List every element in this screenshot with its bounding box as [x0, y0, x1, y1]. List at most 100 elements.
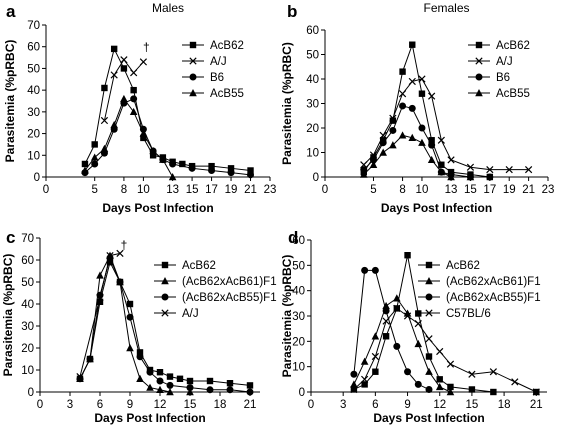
data-point [399, 102, 407, 110]
data-point [382, 307, 390, 315]
data-point [418, 138, 426, 146]
data-point [106, 259, 114, 266]
data-point [425, 385, 433, 393]
x-tick-label: 13 [166, 184, 179, 196]
data-point [186, 388, 194, 396]
data-point [156, 385, 164, 393]
x-tick-label: 17 [483, 184, 496, 196]
data-point [136, 349, 144, 356]
data-point [532, 388, 540, 396]
x-tick-label: 17 [205, 184, 218, 196]
data-point [227, 165, 235, 172]
y-axis-title: Parasitemia (%pRBC) [280, 42, 294, 165]
y-tick-label: 30 [27, 107, 40, 119]
y-tick-label: 10 [27, 150, 40, 162]
x-tick-label: 0 [308, 399, 314, 411]
data-point [110, 120, 118, 129]
data-point [399, 68, 406, 75]
data-point [140, 134, 147, 142]
legend-marker [161, 293, 169, 301]
x-tick-label: 0 [37, 399, 43, 411]
legend-marker [425, 261, 433, 269]
data-point [425, 335, 433, 343]
panel-title: Females [423, 1, 469, 15]
data-point [81, 166, 89, 174]
data-point [418, 124, 426, 132]
x-tick-label: 9 [127, 399, 133, 411]
y-tick-label: 40 [21, 299, 34, 311]
data-point [382, 301, 390, 310]
legend-label: C57BL/6 [446, 308, 491, 320]
data-point [179, 160, 186, 168]
series-line-a-j [79, 252, 121, 377]
data-point [486, 166, 494, 174]
data-point [130, 95, 138, 103]
legend-marker [161, 309, 169, 317]
x-tick-label: 15 [466, 399, 479, 411]
y-tick-label: 20 [27, 129, 40, 141]
y-tick-label: 70 [21, 233, 34, 245]
x-tick-label: 10 [137, 184, 150, 196]
data-point [393, 304, 401, 313]
data-point [389, 114, 397, 122]
x-tick-label: 12 [154, 399, 167, 411]
data-point [428, 141, 436, 149]
x-tick-label: 6 [97, 399, 103, 411]
x-tick-label: 21 [522, 184, 535, 196]
data-point [110, 71, 118, 79]
data-point [120, 94, 128, 103]
data-point [372, 368, 379, 375]
data-point [438, 161, 445, 168]
panel-d: d 0 10 20 30 40 50 60 0 3 6 9 12 15 18 21 Days Post Infe… [280, 228, 547, 425]
data-point [136, 353, 144, 361]
x-tick-label: 21 [530, 399, 543, 411]
data-point [120, 65, 128, 72]
data-point [100, 116, 109, 125]
panel-b: b Females 0 10 20 30 40 50 60 0 5 8 10 13 15 17 19 21 23 Da… [280, 1, 554, 215]
x-tick-label: 5 [91, 184, 97, 196]
data-point [186, 377, 194, 385]
data-point [116, 249, 124, 258]
data-point [418, 90, 426, 97]
panel-title: Males [152, 1, 184, 15]
data-point [468, 370, 476, 378]
data-point [206, 386, 214, 394]
legend-marker [475, 89, 483, 97]
data-point [176, 375, 184, 382]
data-point [130, 86, 137, 94]
y-tick-label: 30 [292, 311, 305, 323]
data-point [126, 313, 134, 321]
x-tick-label: 3 [67, 399, 73, 411]
data-point [350, 385, 358, 394]
data-point [96, 293, 104, 302]
data-point [81, 160, 89, 168]
data-point [389, 126, 397, 134]
legend-marker [189, 73, 197, 81]
y-tick-label: 10 [21, 365, 34, 377]
y-tick-label: 20 [306, 123, 319, 135]
legend-label: AcB62 [182, 260, 216, 272]
data-point [106, 254, 114, 262]
data-point [136, 374, 144, 382]
data-point [393, 342, 401, 350]
data-point [159, 155, 167, 163]
data-point [361, 381, 368, 388]
y-tick-label: 40 [306, 74, 319, 86]
x-axis-title: Days Post Infection [94, 411, 205, 425]
data-point [208, 162, 215, 170]
data-point [409, 41, 416, 48]
data-point [149, 152, 157, 159]
legend-label: A/J [496, 56, 513, 68]
data-point [139, 125, 147, 133]
data-point [101, 84, 108, 92]
y-tick-label: 0 [34, 172, 40, 184]
y-tick-label: 50 [306, 50, 319, 62]
data-point [446, 360, 455, 368]
data-point [408, 77, 416, 86]
series-line-a-j [363, 78, 529, 171]
data-point [379, 139, 387, 147]
data-point [130, 69, 138, 77]
y-tick-label: 60 [292, 235, 305, 247]
y-tick-label: 70 [27, 20, 40, 32]
legend-marker [425, 277, 433, 285]
